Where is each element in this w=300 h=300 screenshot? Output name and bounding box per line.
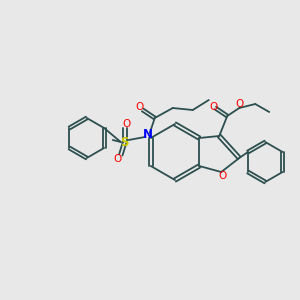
Text: N: N	[143, 128, 153, 142]
Text: O: O	[235, 99, 243, 109]
Text: O: O	[123, 119, 131, 129]
Text: O: O	[136, 102, 144, 112]
Text: S: S	[121, 136, 129, 148]
Text: O: O	[209, 102, 218, 112]
Text: O: O	[218, 171, 226, 181]
Text: O: O	[114, 154, 122, 164]
